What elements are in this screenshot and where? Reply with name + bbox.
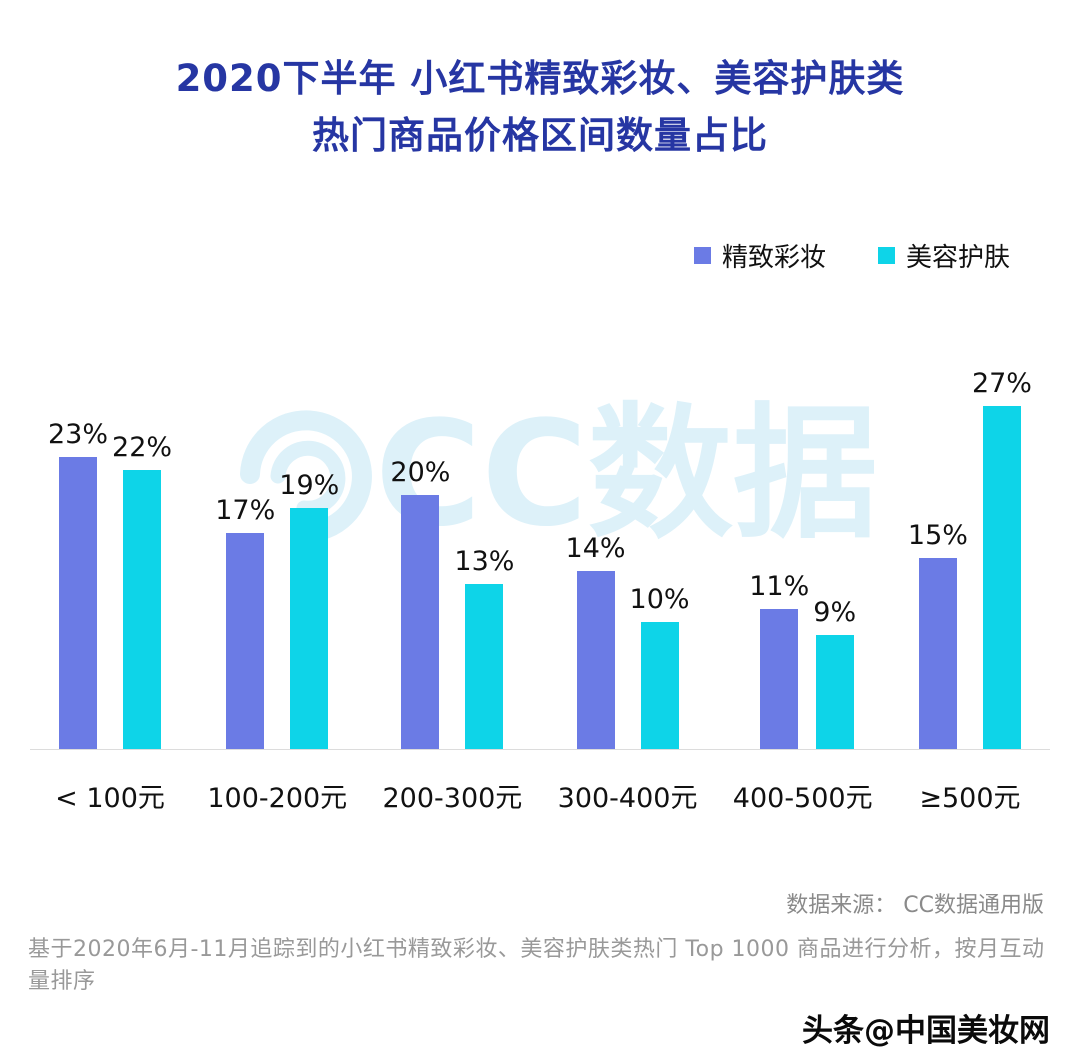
bar-column: 9%: [813, 597, 856, 749]
bar-value-label: 9%: [813, 596, 857, 628]
bar-column: 19%: [279, 470, 339, 749]
title-line-2: 热门商品价格区间数量占比: [312, 114, 768, 158]
page-title: 2020下半年 小红书精致彩妆、美容护肤类 热门商品价格区间数量占比: [0, 0, 1080, 165]
bar-pair: 14% 10%: [566, 364, 690, 749]
category-label: 200-300元: [382, 782, 523, 814]
bar-value-label: 17%: [215, 494, 276, 526]
bar-pair: 20% 13%: [390, 364, 514, 749]
methodology-note: 基于2020年6月-11月追踪到的小红书精致彩妆、美容护肤类热门 Top 100…: [28, 936, 1045, 994]
legend-label-skincare: 美容护肤: [905, 242, 1010, 273]
bar-美容护肤: [815, 634, 854, 749]
title-line-1: 2020下半年 小红书精致彩妆、美容护肤类: [175, 57, 905, 100]
bar-value-label: 15%: [907, 519, 968, 551]
bar-column: 10%: [630, 584, 690, 749]
bar-column: 13%: [454, 546, 514, 749]
bar-value-label: 19%: [279, 469, 340, 501]
bar-精致彩妆: [59, 456, 97, 749]
category-label: ≥500元: [919, 782, 1021, 814]
bar-group: 15% 27% ≥500元: [908, 364, 1032, 815]
bar-美容护肤: [465, 583, 504, 749]
bar-pair: 17% 19%: [215, 364, 339, 749]
bar-column: 17%: [215, 495, 275, 749]
bar-column: 23%: [48, 419, 108, 749]
bar-column: 27%: [972, 368, 1032, 749]
chart-groups: 23% 22% < 100元 17% 19% 100-200元 20% 13% 200-300元…: [30, 364, 1050, 815]
category-label: 300-400元: [557, 782, 698, 814]
legend-label-makeup: 精致彩妆: [721, 242, 826, 273]
bar-group: 23% 22% < 100元: [48, 364, 172, 815]
bar-pair: 23% 22%: [48, 364, 172, 749]
category-label: 100-200元: [207, 782, 348, 814]
legend-swatch: [877, 246, 895, 264]
bar-column: 22%: [112, 432, 172, 749]
bar-group: 14% 10% 300-400元: [558, 364, 698, 815]
legend: 精致彩妆 美容护肤: [0, 237, 1010, 274]
bar-美容护肤: [290, 507, 329, 749]
legend-item-skincare: 美容护肤: [877, 237, 1010, 274]
category-label: 400-500元: [732, 782, 873, 814]
bar-美容护肤: [982, 405, 1021, 749]
bar-精致彩妆: [760, 608, 799, 749]
bar-column: 15%: [908, 520, 968, 749]
bar-pair: 15% 27%: [908, 364, 1032, 749]
bar-column: 20%: [390, 457, 450, 749]
legend-swatch: [693, 246, 711, 264]
bar-精致彩妆: [401, 494, 440, 749]
bar-精致彩妆: [226, 532, 265, 749]
bar-value-label: 10%: [629, 583, 690, 615]
credit-watermark: 头条@中国美妆网: [802, 1012, 1050, 1049]
bar-精致彩妆: [576, 570, 615, 749]
bar-group: 20% 13% 200-300元: [383, 364, 523, 815]
bar-value-label: 27%: [971, 367, 1032, 399]
x-axis-baseline: [30, 748, 1050, 750]
bar-chart: CC数据 23% 22% < 100元 17% 19% 100-200元 20% 13% 200…: [30, 364, 1050, 815]
bar-精致彩妆: [918, 557, 957, 749]
data-source-text: 数据来源： CC数据通用版: [786, 892, 1044, 918]
bar-value-label: 13%: [454, 545, 515, 577]
bar-美容护肤: [640, 621, 679, 749]
category-label: < 100元: [55, 782, 165, 814]
bar-column: 11%: [749, 571, 809, 749]
bar-value-label: 14%: [565, 532, 626, 564]
bar-value-label: 20%: [390, 456, 451, 488]
bar-value-label: 22%: [112, 431, 173, 463]
bar-value-label: 11%: [749, 570, 810, 602]
bar-pair: 11% 9%: [749, 364, 856, 749]
legend-item-makeup: 精致彩妆: [693, 237, 826, 274]
bar-value-label: 23%: [48, 418, 109, 450]
bar-美容护肤: [123, 469, 162, 749]
bar-column: 14%: [566, 533, 626, 749]
bar-group: 11% 9% 400-500元: [733, 364, 873, 815]
bar-group: 17% 19% 100-200元: [207, 364, 347, 815]
